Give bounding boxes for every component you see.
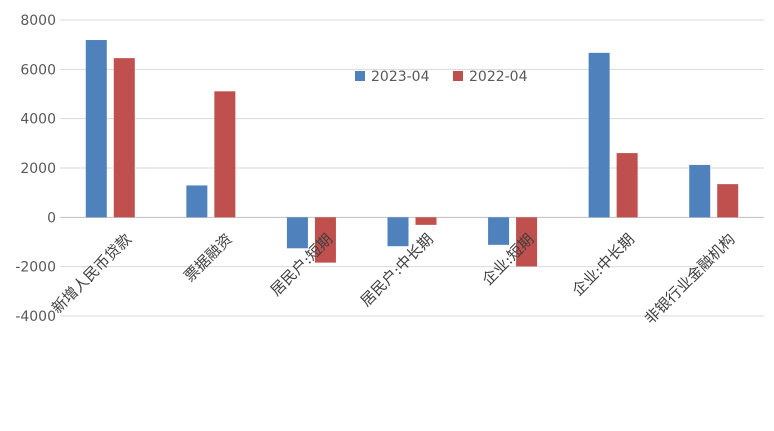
bar-2022-04-2	[314, 217, 336, 263]
gridlines	[60, 19, 764, 317]
bar-2023-04-6	[689, 164, 711, 218]
y-tick-label: -2000	[15, 260, 56, 276]
category-label: 新增人民币贷款	[48, 230, 135, 317]
legend-swatch	[355, 71, 365, 81]
legend-label: 2022-04	[469, 69, 528, 85]
bar-2023-04-0	[85, 40, 107, 218]
legend-swatch	[453, 71, 463, 81]
bar-2023-04-1	[186, 185, 208, 218]
y-tick-label: 8000	[20, 13, 56, 29]
y-tick-label: -4000	[15, 309, 56, 325]
bars	[85, 40, 739, 267]
category-label: 非银行业金融机构	[641, 230, 739, 328]
bar-2023-04-3	[387, 217, 409, 247]
legend-label: 2023-04	[371, 69, 430, 85]
bar-2022-04-4	[516, 217, 538, 267]
bar-2022-04-0	[113, 58, 135, 218]
y-tick-label: 6000	[20, 62, 56, 78]
category-label: 企业:中长期	[569, 230, 638, 299]
bar-2022-04-3	[415, 217, 437, 225]
category-label: 票据融资	[181, 230, 236, 285]
bar-2023-04-5	[588, 52, 610, 218]
y-axis: -4000 -2000 0 2000 4000 6000 8000	[15, 13, 56, 325]
y-tick-label: 2000	[20, 161, 56, 177]
bar-2022-04-6	[717, 184, 739, 218]
y-tick-label: 0	[47, 210, 56, 226]
bar-2023-04-2	[286, 217, 308, 249]
y-tick-label: 4000	[20, 112, 56, 128]
legend: 2023-04 2022-04	[355, 69, 528, 85]
bar-2022-04-1	[214, 91, 236, 218]
bar-2022-04-5	[616, 153, 638, 218]
bar-2023-04-4	[488, 217, 510, 245]
